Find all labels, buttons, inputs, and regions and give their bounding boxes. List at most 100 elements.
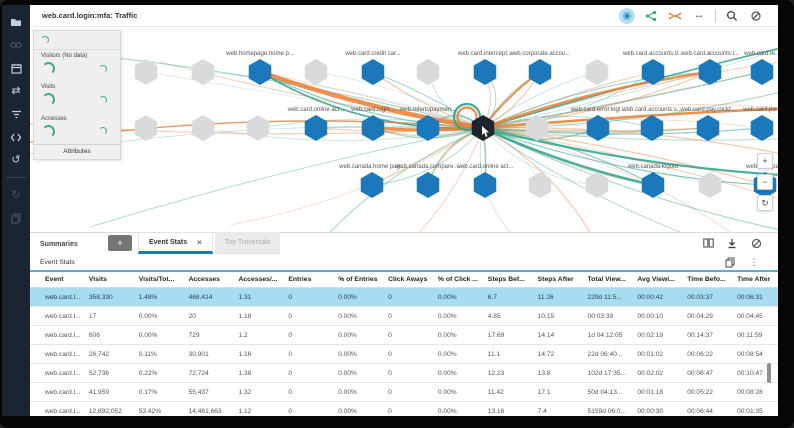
column-header[interactable]: Visits — [88, 276, 107, 283]
table-cell: 0 — [388, 407, 392, 415]
graph-node[interactable] — [698, 172, 722, 198]
column-header[interactable]: % of Click ... — [437, 276, 478, 283]
column-header[interactable]: Event — [45, 276, 64, 283]
graph-node[interactable] — [473, 172, 497, 198]
graph-node[interactable] — [473, 59, 497, 85]
table-cell: 41,959 — [88, 388, 110, 396]
swap-icon[interactable]: ⇄ — [11, 84, 21, 97]
column-header[interactable]: % of Entries — [338, 276, 378, 283]
column-header[interactable]: Click Aways — [388, 276, 428, 283]
refresh-icon[interactable]: ↻ — [11, 188, 21, 201]
table-row[interactable]: web.card.l... 26,742 0.11% 30,901 1.16 0 0.00%… — [30, 345, 778, 364]
close-tab-icon[interactable]: × — [197, 237, 202, 247]
traffic-graph: web.homepage.home p... web.card.credit ca… — [30, 27, 778, 232]
disable-icon[interactable] — [748, 8, 764, 24]
graph-node[interactable] — [134, 59, 158, 85]
table-cell: 0.00% — [138, 312, 158, 320]
highlight-tool-icon[interactable] — [619, 7, 635, 24]
column-header[interactable]: Time Befo... — [687, 276, 726, 283]
tab-event-stats[interactable]: Event Stats × — [138, 232, 213, 254]
link-icon[interactable] — [9, 38, 23, 52]
column-header[interactable]: Avg Viewi... — [637, 276, 675, 283]
graph-node[interactable] — [361, 115, 385, 141]
column-header[interactable]: Accesses/... — [238, 276, 278, 283]
disable-summary-icon[interactable] — [750, 237, 762, 249]
zoom-in-button[interactable]: + — [757, 153, 773, 169]
graph-node[interactable] — [586, 115, 610, 141]
calendar-icon[interactable] — [9, 61, 23, 75]
table-cell: web.card.l... — [45, 331, 80, 339]
expand-horizontal-icon[interactable]: ↔ — [694, 10, 704, 21]
table-cell: 0.00% — [437, 312, 457, 320]
graph-node[interactable] — [528, 172, 552, 198]
table-cell: 0.00% — [338, 407, 357, 415]
filter-icon[interactable] — [9, 107, 23, 121]
table-cell: 11.1 — [487, 350, 501, 358]
copy-icon-sidebar[interactable] — [9, 211, 23, 225]
graph-node[interactable] — [696, 115, 720, 141]
table-cell: 1.48% — [138, 293, 158, 301]
table-row[interactable]: web.card.l... 41,959 0.17% 55,437 1.32 0 0.00%… — [30, 383, 778, 402]
column-header[interactable]: Accesses — [188, 276, 220, 283]
share-icon[interactable] — [643, 8, 659, 24]
graph-node[interactable] — [641, 59, 665, 85]
table-cell: 7.4 — [537, 407, 547, 415]
zoom-out-button[interactable]: − — [757, 174, 773, 190]
table-cell: 11.42 — [487, 388, 504, 396]
graph-node[interactable] — [304, 59, 328, 85]
graph-node[interactable] — [416, 115, 440, 141]
split-view-icon[interactable] — [702, 237, 714, 249]
node-label: web.card.le... — [743, 51, 778, 57]
graph-node[interactable] — [750, 115, 774, 141]
graph-node[interactable] — [585, 172, 609, 198]
graph-node[interactable] — [134, 115, 158, 141]
copy-icon[interactable] — [724, 256, 736, 268]
graph-node[interactable] — [640, 115, 664, 141]
attributes-button[interactable]: Attributes — [34, 143, 120, 159]
graph-node[interactable] — [525, 115, 549, 141]
graph-node[interactable] — [360, 172, 384, 198]
column-header[interactable]: Total View... — [587, 276, 626, 283]
graph-node[interactable] — [528, 59, 552, 85]
graph-node[interactable] — [750, 59, 774, 85]
table-row[interactable]: web.card.l... 17 0.00% 20 1.18 0 0.00% 0 0.00% 4.… — [30, 307, 778, 326]
table-row[interactable]: web.card.l... 358,330 1.48% 468,414 1.31 0 0.0… — [30, 288, 778, 307]
download-icon[interactable] — [726, 237, 738, 249]
table-row[interactable]: web.card.l... 12,892,052 53.42% 14,461,663 1… — [30, 402, 778, 416]
folder-icon[interactable] — [9, 15, 23, 29]
graph-node[interactable] — [246, 115, 270, 141]
graph-node[interactable] — [191, 59, 215, 85]
add-summary-button[interactable]: + — [108, 235, 132, 251]
table-cell: 4.85 — [487, 312, 501, 320]
table-cell: 00:01:02 — [637, 350, 664, 358]
graph-node[interactable] — [585, 59, 609, 85]
column-header[interactable]: Entries — [288, 276, 312, 283]
history-icon[interactable]: ↺ — [11, 153, 21, 166]
kebab-menu-icon[interactable]: ⋮ — [749, 256, 759, 267]
table-row[interactable]: web.card.l... 606 0.00% 729 1.2 0 0.00% 0 0.00% 1… — [30, 326, 778, 345]
graph-node[interactable] — [698, 59, 722, 85]
traffic-edge-thick — [482, 70, 711, 130]
table-cell: 1.32 — [238, 388, 252, 396]
node-label: web.corporate.accou... — [509, 51, 571, 57]
table-cell: 0 — [288, 331, 292, 339]
table-row[interactable]: web.card.l... 52,736 0.22% 72,724 1.38 0 0.00%… — [30, 364, 778, 383]
graph-node[interactable] — [191, 115, 215, 141]
graph-node[interactable] — [416, 59, 440, 85]
merge-paths-icon[interactable] — [667, 8, 683, 24]
column-header[interactable]: Steps After — [537, 276, 574, 283]
summaries-bar: Summaries + Event Stats × Top Traversals — [30, 232, 778, 254]
search-icon[interactable] — [724, 8, 740, 24]
column-header[interactable]: Time After — [737, 276, 771, 283]
graph-node[interactable] — [304, 115, 328, 141]
column-header[interactable]: Steps Bef... — [487, 276, 525, 283]
column-header[interactable]: Visits/Tot... — [138, 276, 175, 283]
graph-node[interactable] — [641, 172, 665, 198]
code-icon[interactable] — [9, 130, 23, 144]
table-scrollbar[interactable] — [767, 363, 771, 383]
graph-node[interactable] — [248, 59, 272, 85]
tab-top-traversals[interactable]: Top Traversals — [214, 232, 281, 254]
graph-node[interactable] — [416, 172, 440, 198]
reset-view-button[interactable]: ↻ — [757, 195, 773, 211]
graph-node[interactable] — [361, 59, 385, 85]
